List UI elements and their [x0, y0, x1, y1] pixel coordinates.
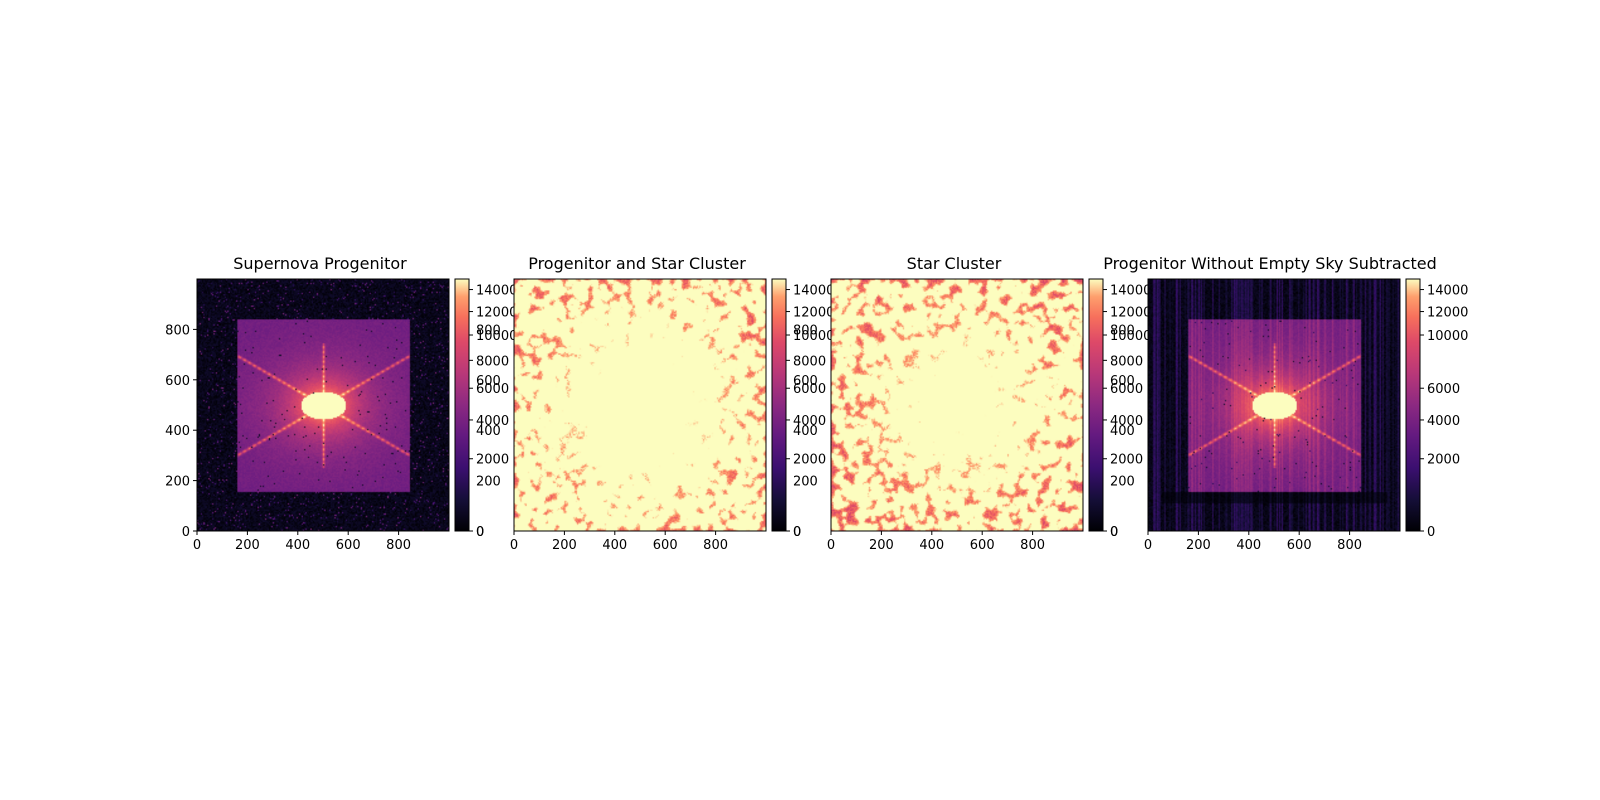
- colorbar-tick-label: 6000: [793, 382, 826, 397]
- colorbar-tick-label-secondary: 800: [793, 323, 818, 338]
- y-tick-label: 600: [165, 374, 190, 389]
- panel-title: Progenitor Without Empty Sky Subtracted: [1103, 254, 1437, 273]
- x-tick-label: 200: [552, 538, 577, 553]
- heatmap-image: [514, 279, 766, 531]
- colorbar-tick-label: 14000: [793, 284, 834, 299]
- colorbar-tick-label: 4000: [476, 414, 509, 429]
- colorbar-tick-label-secondary: 400: [793, 424, 818, 439]
- colorbar-tick-label: 12000: [1427, 306, 1468, 321]
- x-tick-label: 400: [1236, 538, 1261, 553]
- y-tick-label: 200: [165, 475, 190, 490]
- colorbar: [1405, 278, 1421, 532]
- x-tick-label: 600: [336, 538, 361, 553]
- colorbar: [1088, 278, 1104, 532]
- colorbar-tick-label: 4000: [1427, 414, 1460, 429]
- panel-title: Star Cluster: [907, 254, 1002, 273]
- x-tick-label: 400: [285, 538, 310, 553]
- colorbar-tick-label: 2000: [476, 453, 509, 468]
- colorbar-tick-label: 12000: [476, 306, 517, 321]
- x-tick-label: 400: [602, 538, 627, 553]
- panel-title: Progenitor and Star Cluster: [528, 254, 746, 273]
- colorbar-tick-label: 10000: [1110, 329, 1151, 344]
- heatmap-image: [1148, 279, 1400, 531]
- colorbar-tick-label-secondary: 0: [476, 525, 484, 540]
- colorbar-tick-label: 0: [1427, 525, 1435, 540]
- colorbar: [771, 278, 787, 532]
- colorbar-tick-label: 4000: [1110, 414, 1143, 429]
- colorbar-tick-label: 10000: [793, 329, 834, 344]
- axes-frame: [513, 278, 767, 532]
- colorbar-tick-label: 14000: [1110, 284, 1151, 299]
- y-tick-label: 800: [165, 323, 190, 338]
- y-tick-label: 0: [182, 525, 190, 540]
- heatmap-image: [197, 279, 449, 531]
- axes-frame: [1147, 278, 1401, 532]
- chart-panel-2: Progenitor and Star Cluster 0 200 400 600 800…: [510, 254, 835, 553]
- panel-title: Supernova Progenitor: [233, 254, 407, 273]
- axes-frame: [196, 278, 450, 532]
- colorbar-tick-label: 10000: [476, 329, 517, 344]
- colorbar-tick-label: 10000: [1427, 329, 1468, 344]
- colorbar-tick-label: 8000: [476, 354, 509, 369]
- x-tick-label: 0: [510, 538, 518, 553]
- colorbar-tick-label-secondary: 200: [1110, 475, 1135, 490]
- x-tick-label: 0: [193, 538, 201, 553]
- colorbar-tick-label-secondary: 600: [476, 374, 501, 389]
- colorbar-tick-label-secondary: 800: [1110, 323, 1135, 338]
- x-tick-label: 200: [1186, 538, 1211, 553]
- x-tick-label: 600: [1287, 538, 1312, 553]
- colorbar: [454, 278, 470, 532]
- x-tick-label: 400: [919, 538, 944, 553]
- colorbar-tick-label-secondary: 600: [1110, 374, 1135, 389]
- colorbar-tick-label-secondary: 400: [1110, 424, 1135, 439]
- x-tick-label: 0: [1144, 538, 1152, 553]
- colorbar-tick-label: 4000: [793, 414, 826, 429]
- colorbar-tick-label: 14000: [1427, 284, 1468, 299]
- colorbar-tick-label: 0: [793, 525, 801, 540]
- colorbar-tick-label-secondary: 200: [476, 475, 501, 490]
- x-tick-label: 800: [386, 538, 411, 553]
- colorbar-tick-label: 2000: [1110, 453, 1143, 468]
- colorbar-tick-label: 6000: [1427, 382, 1460, 397]
- colorbar-tick-label: 14000: [476, 284, 517, 299]
- colorbar-tick-label: 2000: [793, 453, 826, 468]
- colorbar-tick-label-secondary: 200: [793, 475, 818, 490]
- colorbar-tick-label: 8000: [793, 354, 826, 369]
- colorbar-tick-label: 12000: [793, 306, 834, 321]
- colorbar-tick-label-secondary: 600: [793, 374, 818, 389]
- y-tick-label: 400: [165, 424, 190, 439]
- colorbar-tick-label: 2000: [1427, 453, 1460, 468]
- colorbar-tick-label: 0: [1110, 525, 1118, 540]
- colorbar-tick-label: 0: [476, 525, 484, 540]
- colorbar-tick-label: 12000: [1110, 306, 1151, 321]
- x-tick-label: 600: [970, 538, 995, 553]
- colorbar-tick-label-secondary: 400: [476, 424, 501, 439]
- axes-frame: [830, 278, 1084, 532]
- x-tick-label: 200: [235, 538, 260, 553]
- chart-panel-4: Progenitor Without Empty Sky Subtracted 0…: [1103, 254, 1468, 553]
- x-tick-label: 200: [869, 538, 894, 553]
- colorbar-tick-label: 6000: [476, 382, 509, 397]
- x-tick-label: 800: [703, 538, 728, 553]
- colorbar-tick-label: 6000: [1110, 382, 1143, 397]
- colorbar-tick-label-secondary: 0: [793, 525, 801, 540]
- x-tick-label: 800: [1337, 538, 1362, 553]
- x-tick-label: 0: [827, 538, 835, 553]
- x-tick-label: 800: [1020, 538, 1045, 553]
- x-tick-label: 600: [653, 538, 678, 553]
- colorbar-tick-label: 8000: [1110, 354, 1143, 369]
- heatmap-image: [831, 279, 1083, 531]
- colorbar-tick-label-secondary: 0: [1110, 525, 1118, 540]
- colorbar-tick-label-secondary: 800: [476, 323, 501, 338]
